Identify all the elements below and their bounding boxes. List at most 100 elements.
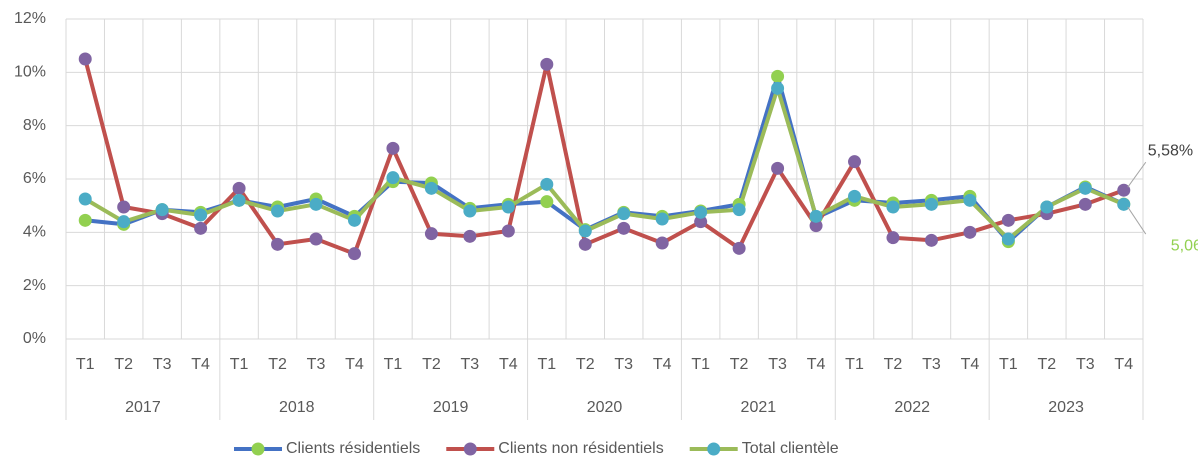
x-tick-label: T3 [922, 356, 941, 373]
data-point [78, 192, 92, 206]
legend-item: Total clientèle [689, 440, 839, 457]
x-tick-label: T2 [730, 356, 749, 373]
data-point [617, 207, 631, 221]
legend-marker [707, 442, 721, 456]
data-point [501, 200, 515, 214]
data-point [424, 227, 438, 241]
x-tick-label: T1 [76, 356, 95, 373]
x-tick-label: T3 [614, 356, 633, 373]
data-point [617, 221, 631, 235]
y-tick-label: 12% [14, 10, 46, 27]
x-tick-label: T4 [191, 356, 210, 373]
data-point [347, 213, 361, 227]
legend-marker [251, 442, 265, 456]
data-point [732, 241, 746, 255]
data-point [117, 200, 131, 214]
y-tick-label: 8% [23, 117, 46, 134]
data-point [578, 224, 592, 238]
data-label: 5,06% [1171, 237, 1198, 254]
data-point [232, 181, 246, 195]
y-tick-label: 0% [23, 330, 46, 347]
data-point [463, 204, 477, 218]
legend-item: Clients non résidentiels [446, 440, 664, 457]
data-point [1078, 181, 1092, 195]
data-point [924, 197, 938, 211]
group-label: 2021 [741, 399, 777, 416]
x-tick-label: T3 [153, 356, 172, 373]
x-tick-label: T1 [230, 356, 249, 373]
data-point [1078, 197, 1092, 211]
data-point [540, 177, 554, 191]
x-tick-label: T1 [845, 356, 864, 373]
x-tick-label: T2 [114, 356, 133, 373]
data-point [886, 200, 900, 214]
legend-item: Clients résidentiels [234, 440, 420, 457]
data-point [1040, 200, 1054, 214]
series-line [83, 58, 1125, 256]
data-point [271, 237, 285, 251]
x-tick-label: T4 [345, 356, 364, 373]
data-point [771, 69, 785, 83]
group-label: 2023 [1048, 399, 1084, 416]
x-tick-label: T3 [461, 356, 480, 373]
data-point [1001, 232, 1015, 246]
data-point [809, 209, 823, 223]
data-point [848, 155, 862, 169]
leader-line [1127, 161, 1147, 188]
data-point [694, 215, 708, 229]
leader-line [1127, 206, 1147, 235]
data-point [501, 224, 515, 238]
x-tick-label: T1 [537, 356, 556, 373]
group-label: 2022 [894, 399, 930, 416]
data-point [1001, 213, 1015, 227]
group-label: 2019 [433, 399, 469, 416]
x-tick-label: T3 [307, 356, 326, 373]
group-label: 2018 [279, 399, 315, 416]
x-tick-label: T4 [961, 356, 980, 373]
data-point [463, 229, 477, 243]
data-point [771, 161, 785, 175]
data-point [194, 208, 208, 222]
data-point [78, 52, 92, 66]
x-tick-label: T4 [807, 356, 826, 373]
data-point [309, 232, 323, 246]
x-tick-label: T4 [653, 356, 672, 373]
data-point [963, 193, 977, 207]
data-point [771, 81, 785, 95]
data-point [386, 141, 400, 155]
x-tick-label: T3 [1076, 356, 1095, 373]
data-point [424, 181, 438, 195]
data-point [1117, 183, 1131, 197]
x-tick-label: T1 [999, 356, 1018, 373]
data-point [347, 247, 361, 261]
group-label: 2020 [587, 399, 623, 416]
legend-label: Total clientèle [742, 440, 839, 457]
x-tick-label: T1 [691, 356, 710, 373]
data-point [886, 231, 900, 245]
data-point [271, 204, 285, 218]
data-point [540, 195, 554, 209]
legend-marker [463, 442, 477, 456]
group-label: 2017 [125, 399, 161, 416]
data-point [655, 212, 669, 226]
data-point [540, 57, 554, 71]
data-point [924, 233, 938, 247]
x-tick-label: T2 [884, 356, 903, 373]
data-point [117, 215, 131, 229]
data-point [232, 193, 246, 207]
x-tick-label: T2 [576, 356, 595, 373]
y-tick-label: 2% [23, 277, 46, 294]
data-point [809, 219, 823, 233]
data-point [655, 236, 669, 250]
y-tick-label: 4% [23, 224, 46, 241]
data-point [194, 221, 208, 235]
data-point [963, 225, 977, 239]
y-tick-label: 10% [14, 64, 46, 81]
y-tick-label: 6% [23, 170, 46, 187]
x-tick-label: T2 [268, 356, 287, 373]
legend-label: Clients non résidentiels [498, 440, 663, 457]
legend-label: Clients résidentiels [286, 440, 420, 457]
data-point [155, 203, 169, 217]
x-tick-label: T1 [384, 356, 403, 373]
